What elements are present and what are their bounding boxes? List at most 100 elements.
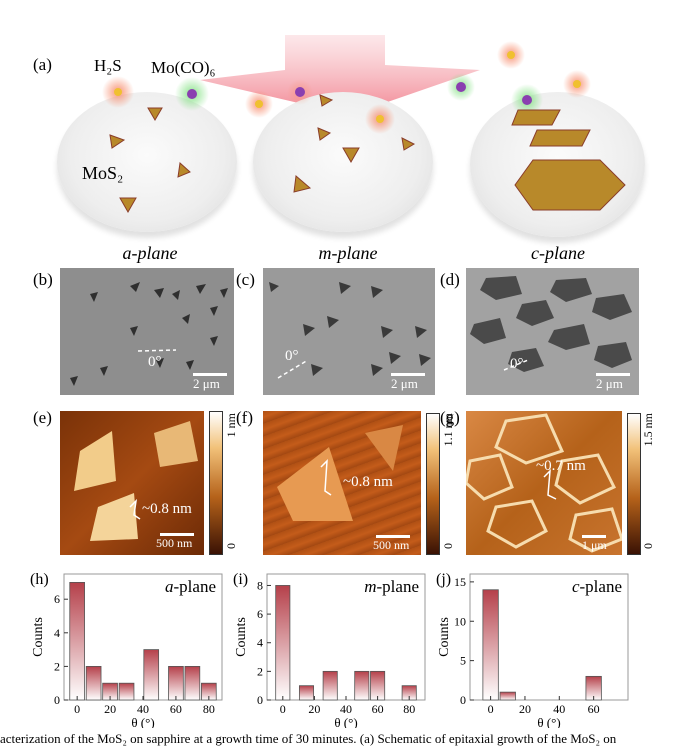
x-tick-label: 80 — [203, 702, 215, 716]
growth-arrow-icon — [200, 35, 480, 115]
x-tick-label: 20 — [308, 702, 320, 716]
y-tick-label: 5 — [460, 654, 466, 668]
colorbar-max-e: 1 nm — [224, 413, 238, 438]
y-tick-label: 0 — [257, 693, 263, 707]
x-tick-label: 60 — [170, 702, 182, 716]
x-tick-label: 20 — [104, 702, 116, 716]
x-tick-label: 40 — [553, 702, 565, 716]
moco-molecule-icon — [511, 84, 543, 116]
h2s-molecule-icon — [497, 41, 525, 69]
x-tick-label: 0 — [488, 702, 494, 716]
y-tick-label: 10 — [454, 614, 466, 628]
y-axis-label: Counts — [234, 617, 249, 657]
chart-title: a-plane — [165, 577, 216, 596]
plane-title-m: m-plane — [318, 243, 378, 263]
x-axis-label: θ (°) — [334, 715, 357, 728]
scale-text-b: 2 μm — [193, 376, 220, 391]
moco-label: Mo(CO)₆ — [151, 58, 216, 77]
scale-bar-g — [582, 535, 606, 538]
scale-text-c: 2 μm — [391, 376, 418, 391]
scale-text-f: 500 nm — [373, 538, 410, 552]
chart-title: m-plane — [364, 577, 419, 596]
colorbar-g — [627, 413, 641, 555]
scale-text-d: 2 μm — [596, 376, 623, 391]
x-tick-label: 40 — [340, 702, 352, 716]
chart-title: c-plane — [572, 577, 622, 596]
colorbar-max-f: 1.1 nm — [441, 413, 455, 447]
y-tick-label: 4 — [257, 636, 263, 650]
substrate-disk-m — [253, 92, 433, 232]
x-tick-label: 0 — [74, 702, 80, 716]
panel-label-a: (a) — [33, 55, 52, 74]
x-tick-label: 60 — [588, 702, 600, 716]
histogram-bar — [118, 682, 135, 701]
histogram-bar — [168, 666, 184, 701]
sem-angle-m: 0° — [285, 348, 299, 364]
y-axis-label: Counts — [31, 617, 46, 657]
panel-label-e: (e) — [33, 408, 52, 427]
scale-bar-d — [596, 373, 630, 376]
histogram-bar — [499, 691, 516, 701]
colorbar-e — [209, 411, 223, 555]
h2s-label: H₂S — [94, 56, 122, 75]
colorbar-min-g: 0 — [641, 543, 655, 549]
panel-label: (i) — [233, 571, 248, 588]
y-tick-label: 6 — [54, 592, 60, 606]
afm-height-g: ~0.7 nm — [536, 458, 586, 474]
y-tick-label: 0 — [460, 693, 466, 707]
scale-text-e: 500 nm — [156, 536, 193, 550]
h2s-molecule-icon — [365, 104, 395, 134]
x-tick-label: 60 — [372, 702, 384, 716]
y-tick-label: 8 — [257, 578, 263, 592]
mos2-label: MoS₂ — [82, 163, 124, 183]
sem-image-a-plane: 0° 2 μm — [60, 268, 234, 395]
colorbar-min-e: 0 — [224, 543, 238, 549]
sem-image-c-plane: 0° 2 μm — [466, 268, 639, 395]
colorbar-f — [426, 413, 440, 555]
figure-caption: acterization of the MoS₂ on sapphire at … — [0, 731, 617, 746]
histogram-bar — [85, 666, 102, 701]
histogram-a-plane: 0 20 40 60 80 0 2 4 6 θ (°) Counts (h) a-plane — [30, 571, 223, 728]
histogram-bar — [69, 581, 85, 701]
x-axis-label: θ (°) — [131, 715, 154, 728]
scale-bar-c — [391, 373, 425, 376]
sem-angle-a: 0° — [148, 354, 162, 370]
y-tick-label: 6 — [257, 607, 263, 621]
plane-title-c: c-plane — [531, 243, 585, 263]
histogram-bar — [298, 685, 315, 701]
x-tick-label: 20 — [519, 702, 531, 716]
substrate-disk-a — [57, 92, 237, 232]
h2s-molecule-icon — [245, 90, 273, 118]
afm-height-e: ~0.8 nm — [142, 501, 192, 517]
y-tick-label: 15 — [454, 575, 466, 589]
x-tick-label: 80 — [403, 702, 415, 716]
scale-text-g: 1 μm — [582, 538, 607, 552]
moco-molecule-icon — [175, 77, 209, 111]
histogram-m-plane: 0 20 40 60 80 0 2 4 6 8 θ (°) Counts (i) m-plane — [233, 571, 426, 728]
sem-angle-c: 0° — [510, 356, 524, 372]
histogram-bar — [143, 649, 160, 701]
scale-bar-b — [193, 373, 227, 376]
scale-bar-e — [160, 533, 194, 536]
panel-label-f: (f) — [236, 408, 253, 427]
colorbar-max-g: 1.5 nm — [641, 413, 655, 447]
afm-height-f: ~0.8 nm — [343, 474, 393, 490]
histogram-bar — [370, 670, 386, 701]
schematic-molecules — [102, 41, 626, 214]
h2s-molecule-icon — [102, 76, 134, 108]
afm-image-c-plane: ~0.7 nm 1 μm — [466, 411, 622, 555]
histogram-bar — [275, 585, 291, 701]
panel-label: (j) — [436, 571, 451, 588]
histogram-bar — [354, 670, 370, 701]
histogram-bar — [184, 666, 201, 701]
y-axis-label: Counts — [437, 617, 452, 657]
afm-image-m-plane: ~0.8 nm 500 nm — [263, 411, 421, 555]
panel-label-d: (d) — [440, 270, 460, 289]
panel-label-g: (g) — [440, 408, 460, 427]
x-tick-label: 0 — [280, 702, 286, 716]
y-tick-label: 2 — [257, 664, 263, 678]
y-tick-label: 4 — [54, 626, 60, 640]
histogram-c-plane: 0 20 40 60 0 5 10 15 θ (°) Counts (j) c-plane — [436, 571, 629, 728]
x-axis-label: θ (°) — [537, 715, 560, 728]
h2s-molecule-icon — [563, 70, 591, 98]
